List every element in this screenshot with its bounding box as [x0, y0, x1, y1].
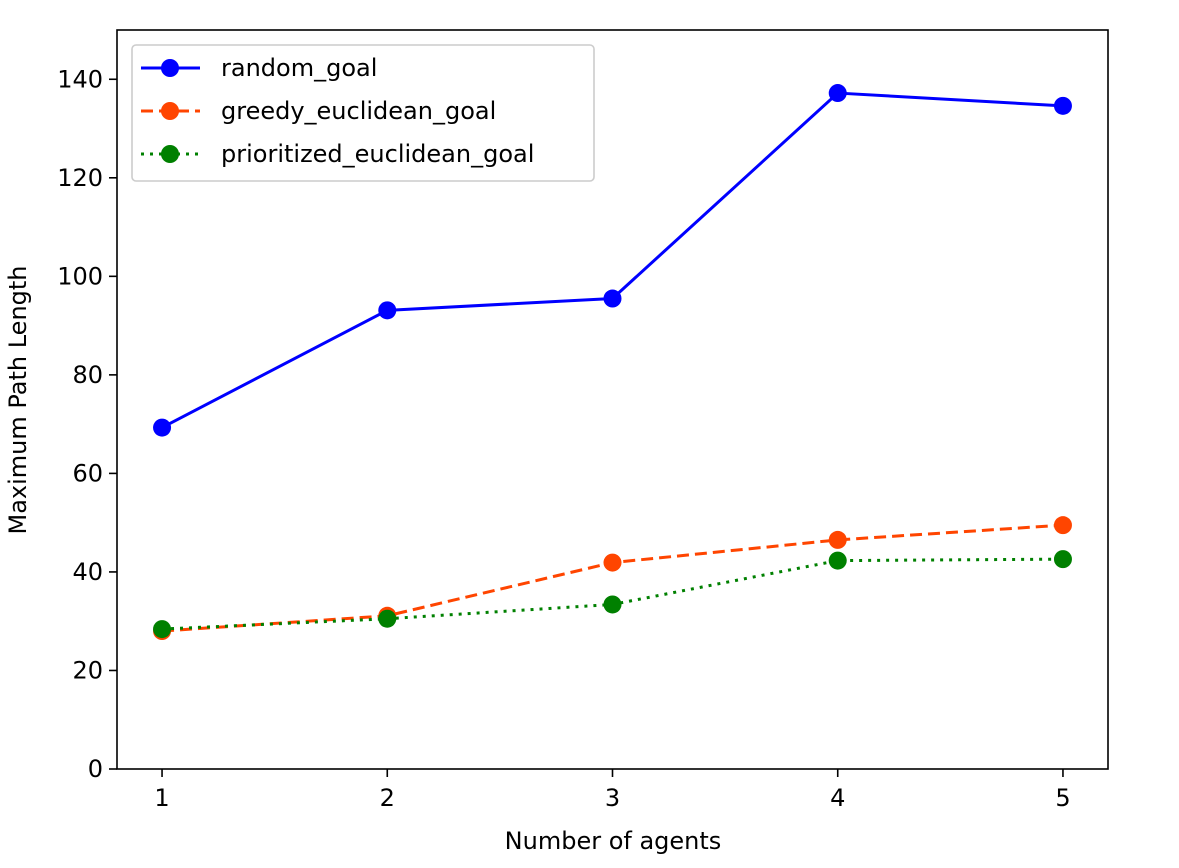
legend-marker-greedy_euclidean_goal [161, 102, 179, 120]
data-point-prioritized_euclidean_goal-3 [603, 595, 622, 614]
y-tick-label-40: 40 [72, 558, 103, 586]
data-point-greedy_euclidean_goal-3 [603, 553, 622, 572]
y-tick-label-0: 0 [88, 755, 103, 783]
x-tick-label-4: 4 [830, 784, 845, 812]
plot-layer [116, 29, 1109, 770]
legend-box [131, 44, 595, 182]
x-tick-label-1: 1 [154, 784, 169, 812]
data-point-prioritized_euclidean_goal-4 [828, 551, 847, 570]
legend-label-random_goal: random_goal [221, 54, 377, 82]
y-tick-label-60: 60 [72, 459, 103, 487]
data-point-prioritized_euclidean_goal-5 [1053, 550, 1072, 569]
y-tick-label-140: 140 [57, 65, 103, 93]
y-tick-label-80: 80 [72, 361, 103, 389]
y-tick-label-100: 100 [57, 262, 103, 290]
data-point-random_goal-1 [153, 418, 172, 437]
legend: random_goal greedy_euclidean_goal prioriti… [131, 44, 595, 182]
data-point-prioritized_euclidean_goal-2 [378, 609, 397, 628]
legend-label-prioritized_euclidean_goal: prioritized_euclidean_goal [221, 140, 534, 168]
x-axis-label: Number of agents [505, 827, 722, 855]
data-point-random_goal-2 [378, 301, 397, 320]
data-point-greedy_euclidean_goal-4 [828, 530, 847, 549]
data-point-random_goal-4 [828, 84, 847, 103]
legend-marker-prioritized_euclidean_goal [161, 145, 179, 163]
y-tick-label-120: 120 [57, 164, 103, 192]
y-tick-label-20: 20 [72, 656, 103, 684]
x-tick-label-5: 5 [1055, 784, 1070, 812]
legend-label-greedy_euclidean_goal: greedy_euclidean_goal [221, 97, 496, 125]
legend-marker-random_goal [161, 59, 179, 77]
x-tick-label-3: 3 [605, 784, 620, 812]
data-point-random_goal-3 [603, 289, 622, 308]
ticks-layer: 1 2 3 4 5 0 20 40 60 80 100 120 140 [57, 65, 1070, 812]
data-point-greedy_euclidean_goal-5 [1053, 516, 1072, 535]
y-axis-label: Maximum Path Length [4, 265, 32, 534]
data-point-random_goal-5 [1053, 96, 1072, 115]
x-tick-label-2: 2 [380, 784, 395, 812]
data-point-prioritized_euclidean_goal-1 [153, 620, 172, 639]
